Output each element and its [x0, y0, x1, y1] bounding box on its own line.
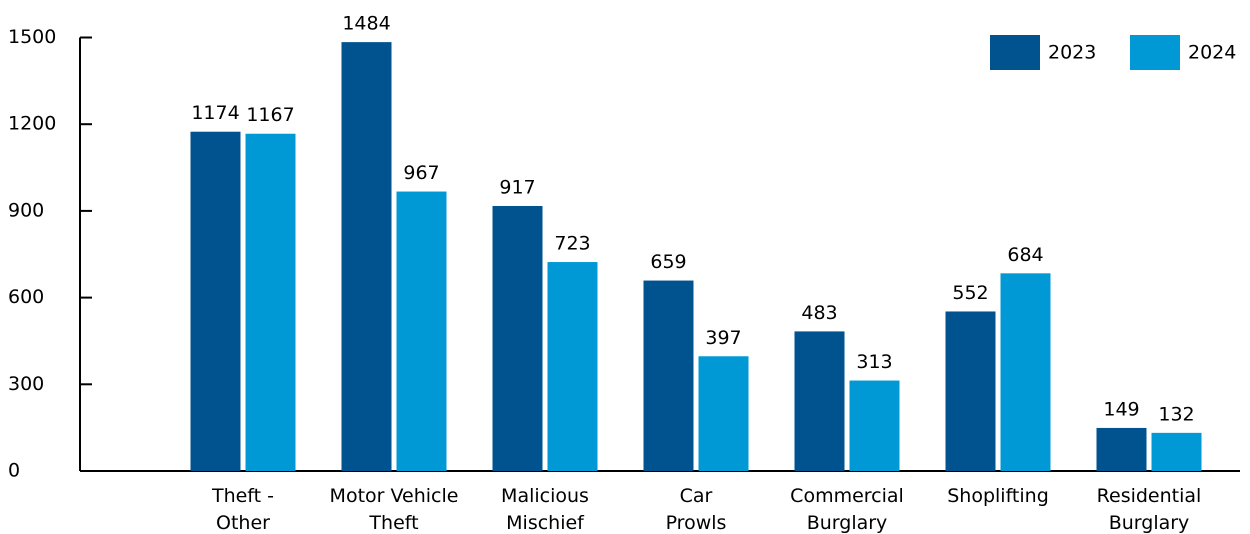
bar	[849, 380, 900, 471]
x-tick-line: Shoplifting	[947, 485, 1049, 507]
legend-label: 2023	[1048, 42, 1096, 64]
bar	[245, 133, 296, 471]
bar	[492, 205, 543, 471]
y-tick-label: 300	[8, 373, 44, 395]
value-label: 1174	[191, 102, 239, 124]
x-tick-line: Burglary	[1109, 512, 1190, 534]
value-label: 397	[705, 327, 741, 349]
x-tick-line: Theft -	[211, 485, 274, 507]
value-label: 552	[952, 282, 988, 304]
bar	[643, 280, 694, 471]
x-tick-line: Malicious	[501, 485, 589, 507]
bar	[794, 331, 845, 471]
value-label: 1484	[342, 13, 390, 35]
y-tick-label: 900	[8, 199, 44, 221]
x-tick-label: Shoplifting	[947, 485, 1049, 507]
x-tick-line: Residential	[1097, 485, 1202, 507]
bar	[396, 191, 447, 472]
legend-swatch	[1130, 35, 1180, 70]
value-label: 967	[403, 162, 439, 184]
x-tick-label: Theft - Other	[211, 485, 274, 534]
value-label: 659	[650, 251, 686, 273]
value-label: 483	[801, 302, 837, 324]
x-tick-label: Car Prowls	[666, 485, 727, 534]
bar	[190, 131, 241, 472]
value-label: 723	[554, 233, 590, 255]
legend-swatch	[990, 35, 1040, 70]
bar	[945, 311, 996, 471]
value-label: 313	[856, 351, 892, 373]
y-tick-label: 1200	[8, 113, 56, 135]
x-tick-label: Commercial Burglary	[790, 485, 904, 534]
bar	[547, 262, 598, 471]
y-tick-label: 600	[8, 286, 44, 308]
x-tick-label: Motor Vehicle Theft	[330, 485, 459, 534]
x-tick-line: Prowls	[666, 512, 727, 534]
value-label: 1167	[246, 104, 294, 126]
x-tick-line: Other	[216, 512, 270, 534]
x-tick-line: Mischief	[506, 512, 585, 534]
x-tick-line: Commercial	[790, 485, 904, 507]
x-tick-label: Malicious Mischief	[501, 485, 589, 534]
x-tick-line: Theft	[368, 512, 418, 534]
bar	[1151, 432, 1202, 471]
bar	[1000, 273, 1051, 471]
bar	[341, 42, 392, 472]
x-tick-line: Car	[680, 485, 713, 507]
y-tick-label: 0	[8, 460, 20, 482]
value-label: 132	[1158, 403, 1194, 425]
bar	[698, 356, 749, 471]
bar	[1096, 427, 1147, 471]
x-tick-label: Residential Burglary	[1097, 485, 1202, 534]
legend-label: 2024	[1188, 42, 1236, 64]
value-label: 149	[1103, 398, 1139, 420]
x-tick-line: Motor Vehicle	[330, 485, 459, 507]
value-label: 684	[1007, 244, 1043, 266]
y-tick-label: 1500	[8, 26, 56, 48]
x-tick-line: Burglary	[807, 512, 888, 534]
value-label: 917	[499, 176, 535, 198]
